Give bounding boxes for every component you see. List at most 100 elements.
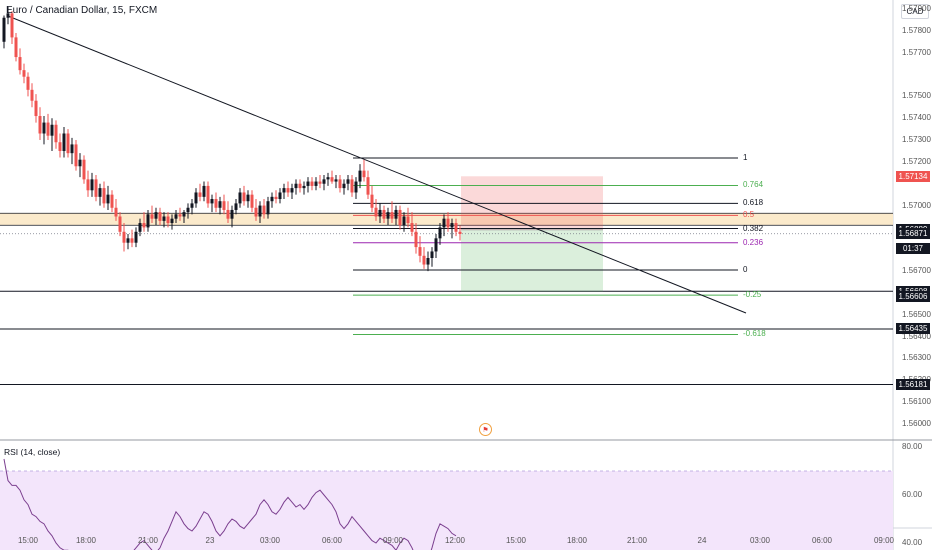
candle-body [226,209,230,219]
fib-level-label: 0.618 [743,198,764,208]
candle-body [454,223,458,232]
candle-body [6,13,10,18]
candle-body [118,216,122,232]
candle-body [234,203,238,210]
candle-body [302,185,306,189]
candle-body [438,227,442,239]
time-axis-label: 23 [205,536,215,545]
candle-body [250,194,254,208]
candle-body [366,177,370,195]
price-axis-label: 1.57800 [902,25,931,35]
price-axis-badge: 1.56871 [896,228,930,240]
price-axis-label: 1.57900 [902,4,931,13]
candle-body [394,209,398,219]
candle-body [414,231,418,248]
candle-body [50,124,54,136]
time-axis-label: 09:00 [382,536,404,545]
symbol-title[interactable]: Euro / Canadian Dollar, 15, FXCM [6,5,158,16]
time-axis-label: 06:00 [811,536,833,545]
candle-body [54,124,58,143]
price-axis-label: 1.56000 [902,419,931,428]
candle-body [202,185,206,197]
price-axis-label: 1.57000 [902,200,931,210]
candle-body [266,201,270,215]
candle-body [38,116,42,134]
candle-body [126,238,130,243]
rsi-line [3,458,457,550]
fib-level-label: 0.236 [743,237,764,247]
price-axis-badge: 1.57134 [896,170,930,182]
time-axis-label: 12:00 [444,536,466,545]
candle-body [166,216,170,224]
price-axis-badge: 1.56608 [896,285,930,297]
candle-body [370,194,374,208]
candle-body [418,247,422,256]
candle-body [102,188,106,204]
candle-body [274,196,278,200]
candle-body [158,212,162,221]
candle-body [150,214,154,219]
candle-body [358,170,362,182]
candle-body [222,201,226,210]
time-axis-label: 03:00 [259,536,281,545]
rsi-axis-label: 60.00 [902,490,923,499]
fib-level-label: 1 [743,152,748,162]
currency-badge[interactable]: CAD [901,4,929,19]
candle-body [410,223,414,232]
trend-line [7,15,747,314]
candle-body [262,205,266,215]
candle-body [330,177,334,182]
price-axis-badge: 1.56606 [896,291,930,303]
candle-body [14,37,18,58]
candle-body [122,231,126,243]
price-axis-label: 1.57500 [902,91,931,101]
time-axis-label: 15:00 [505,536,527,545]
event-flag-icon[interactable]: ⚑ [479,423,492,436]
candle-body [142,223,146,228]
time-axis-label: 21:00 [137,536,159,545]
candle-body [446,218,450,228]
candle-body [206,185,210,204]
candle-body [94,179,98,197]
price-axis-badge: 1.56181 [896,378,930,390]
candle-body [62,133,66,151]
candle-body [174,214,178,219]
time-axis-label: 09:00 [873,536,895,545]
candle-body [338,179,342,189]
candle-body [78,159,82,167]
candle-body [310,181,314,186]
candle-body [318,181,322,184]
time-axis-label: 03:00 [749,536,771,545]
candle-body [354,181,358,193]
price-axis-label: 1.57700 [902,47,931,57]
candle-body [146,214,150,228]
candle-body [434,238,438,252]
time-axis-label: 18:00 [75,536,97,545]
rsi-indicator-title[interactable]: RSI (14, close) [4,447,61,457]
price-axis-badge: 01:37 [896,242,930,254]
candle-body [426,258,430,265]
candle-body [98,188,102,197]
candle-body [134,231,138,243]
candle-body [58,142,62,151]
candle-body [294,183,298,189]
rsi-axis-label: 40.00 [902,538,923,547]
candle-body [162,216,166,221]
candle-body [18,57,22,71]
candle-body [194,192,198,204]
price-axis-badge: 1.56435 [896,323,930,335]
candle-body [138,223,142,232]
rsi-axis-label: 80.00 [902,442,923,451]
rsi-band [0,471,893,550]
candle-body [74,144,78,167]
candle-body [286,188,290,193]
fib-level-label: 0.382 [743,223,764,233]
candle-body [26,76,30,90]
candle-body [182,212,186,217]
candle-body [406,216,410,224]
candle-body [30,89,34,101]
candle-body [10,13,14,38]
price-axis-label: 1.57300 [902,135,931,145]
candle-body [378,209,382,217]
